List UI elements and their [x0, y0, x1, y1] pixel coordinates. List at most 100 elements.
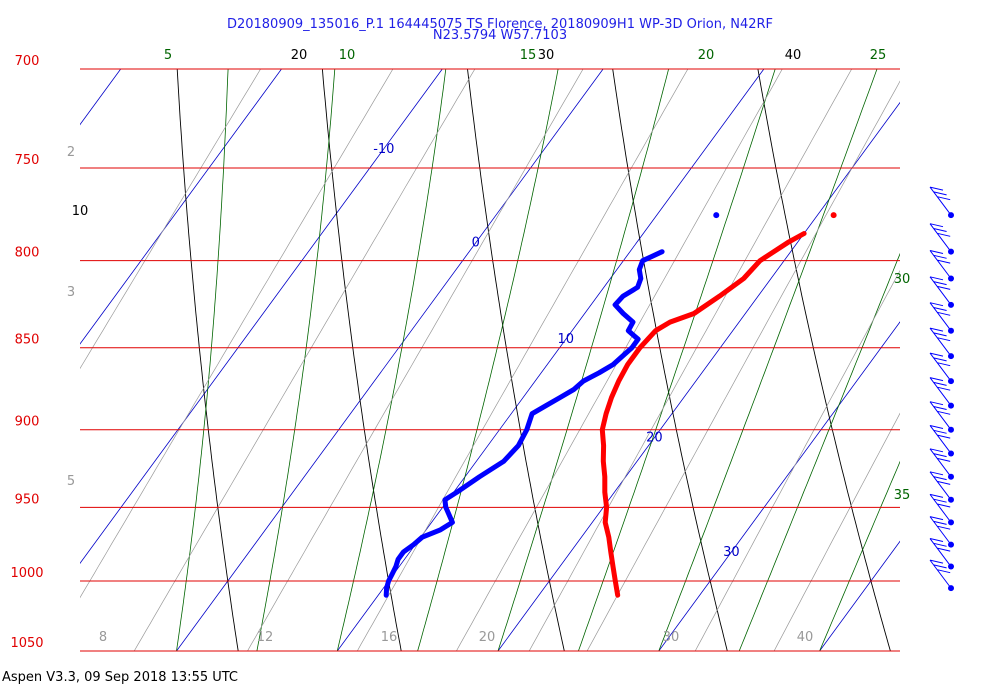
wind-barb [929, 352, 952, 382]
isotherm-label: 20 [646, 431, 663, 446]
footer-version: Aspen V3.3, 09 Sep 2018 13:55 UTC [2, 670, 239, 685]
dry-adiabat-label: 20 [291, 48, 308, 63]
mixing-ratio-label: 5 [67, 474, 75, 489]
mixing-ratio-line [586, 80, 900, 651]
isotherm-line [176, 69, 604, 651]
wind-barb [929, 471, 952, 501]
pressure-tick-label: 750 [15, 153, 40, 168]
pressure-tick-label: 850 [15, 333, 40, 348]
dry-adiabat-line [612, 69, 728, 651]
moist-adiabat-line [336, 69, 447, 651]
moist-adiabat-line [417, 69, 559, 651]
wind-barb-dot [948, 402, 954, 409]
wind-barb [929, 401, 952, 431]
moist-adiabat-label: 30 [894, 272, 911, 287]
mixing-ratio-line [694, 269, 900, 651]
temperature-trace [599, 231, 807, 598]
isotherm-line [80, 69, 443, 564]
pressure-tick-label: 900 [15, 415, 40, 430]
wind-barb [929, 516, 952, 545]
mixing-ratio-line [456, 69, 783, 651]
moist-adiabat-label: 20 [698, 48, 715, 63]
dry-adiabat-label: 40 [785, 48, 802, 63]
pressure-tick-label: 950 [15, 492, 40, 507]
isotherm-label: 10 [558, 332, 575, 347]
isotherm-label: 30 [723, 545, 740, 560]
mixing-ratio-label: 20 [479, 630, 496, 645]
mixing-ratio-line [80, 69, 394, 599]
wind-barb-dot [948, 450, 954, 457]
isotherm-label: 0 [472, 236, 480, 251]
pressure-tick-label: 800 [15, 246, 40, 261]
wind-barb-dot [948, 327, 954, 334]
dry-adiabat-line [757, 69, 891, 651]
mixing-ratio-line [133, 69, 476, 651]
isotherm-line [658, 321, 900, 651]
title-line-2: N23.5794 W57.7103 [432, 28, 568, 43]
moist-adiabat-line [256, 69, 336, 651]
wind-barb [929, 223, 952, 252]
moist-adiabat-label: 15 [520, 48, 537, 63]
wind-barb-dot [948, 519, 954, 526]
wind-barb-dot [948, 353, 954, 360]
wind-barb [929, 377, 952, 406]
wind-barb-dot [948, 378, 954, 385]
pressure-tick-label: 1050 [10, 636, 43, 651]
wind-barb [929, 493, 952, 523]
moist-adiabat-line [819, 460, 900, 651]
wind-barb [929, 186, 952, 216]
dry-adiabat-line [176, 69, 239, 651]
moist-adiabat-line [578, 69, 776, 651]
dewpoint-point [713, 212, 720, 219]
isotherm-line [80, 69, 282, 345]
title-line-1: D20180909_135016_P.1 164445075 TS Floren… [226, 17, 774, 32]
wind-barb-dot [948, 541, 954, 548]
dewpoint-trace [383, 249, 665, 598]
mixing-ratio-label: 40 [797, 630, 814, 645]
moist-adiabat-line [176, 69, 229, 651]
mixing-ratio-label: 8 [99, 630, 107, 645]
wind-barb-dot [948, 248, 954, 255]
wind-barb [929, 327, 952, 357]
pressure-tick-label: 700 [15, 54, 40, 69]
isotherm-line [497, 101, 900, 651]
isotherm-line [336, 69, 765, 651]
background-lines [80, 69, 1000, 651]
wind-barb [929, 538, 952, 567]
pressure-tick-label: 1000 [10, 566, 43, 581]
dry-adiabat-label: 10 [72, 204, 89, 219]
mixing-ratio-label: 3 [67, 285, 75, 300]
mixing-ratio-line [247, 69, 584, 651]
wind-barb [929, 448, 952, 478]
moist-adiabat-label: 25 [870, 48, 887, 63]
moist-adiabat-label: 35 [894, 488, 911, 503]
moist-adiabat-line [658, 69, 878, 651]
wind-barb [929, 559, 952, 589]
isotherm-line [980, 69, 1000, 651]
mixing-ratio-label: 12 [257, 630, 274, 645]
mixing-ratio-line [356, 69, 689, 651]
isotherm-line [819, 540, 900, 651]
dry-adiabat-line [467, 69, 565, 651]
wind-barb-dot [948, 496, 954, 503]
temperature-point [830, 212, 837, 219]
mixing-ratio-label: 30 [663, 630, 680, 645]
wind-barb-dot [948, 275, 954, 282]
wind-barb-dot [948, 301, 954, 308]
dry-adiabat-line [321, 69, 402, 651]
wind-barb-dot [948, 212, 954, 219]
moist-adiabat-line [497, 69, 669, 651]
mixing-ratio-line [773, 412, 900, 651]
moist-adiabat-label: 5 [164, 48, 172, 63]
wind-barb [929, 276, 952, 306]
wind-barb [929, 302, 952, 332]
moist-adiabat-line [738, 252, 900, 651]
mixing-ratio-line [528, 69, 853, 651]
wind-barb-dot [948, 426, 954, 433]
wind-barb-dot [948, 473, 954, 480]
dry-adiabat-label: 30 [538, 48, 555, 63]
wind-barb [929, 425, 952, 454]
wind-barb-dot [948, 563, 954, 570]
moist-adiabat-label: 10 [339, 48, 356, 63]
